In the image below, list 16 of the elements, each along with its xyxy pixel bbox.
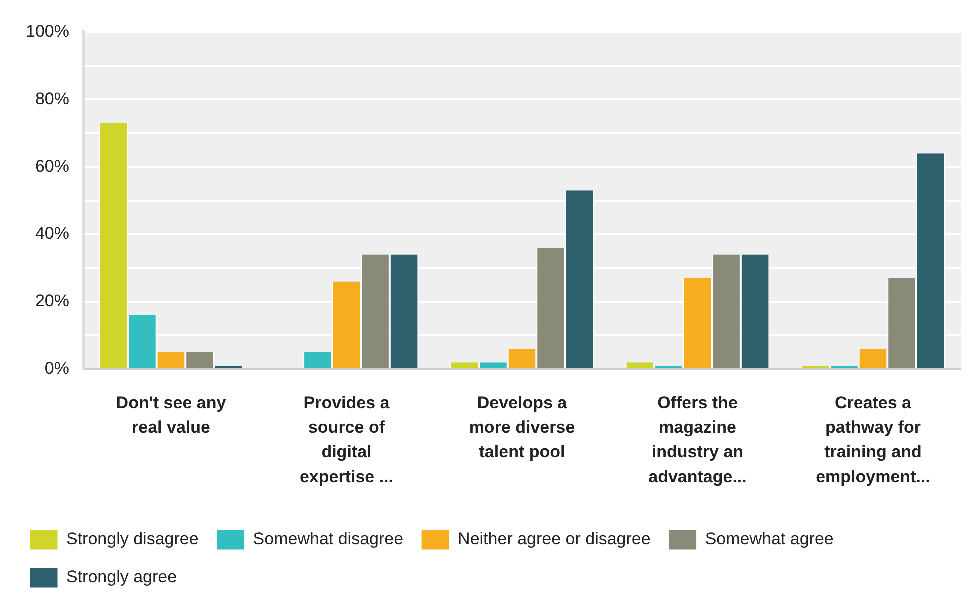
legend-label: Strongly agree [66,568,178,587]
x-tick-label: Offers the magazine industry an advantage... [648,393,747,486]
x-tick-label: Creates a pathway for training and employment... [816,393,930,486]
y-tick-label: 0% [44,359,70,378]
x-tick-label: Don't see any real value [116,393,227,438]
legend-label: Somewhat disagree [253,530,404,549]
legend-label: Neither agree or disagree [458,530,651,549]
legend-label: Somewhat agree [705,530,834,549]
y-tick-label: 40% [35,224,70,244]
y-tick-label: 80% [35,89,70,108]
y-tick-label: 100% [26,22,70,41]
y-tick-label: 60% [35,156,70,176]
legend-label: Strongly disagree [66,530,199,549]
x-tick-label: Develops a more diverse talent pool [469,393,576,462]
x-tick-label: Provides a source of digital expertise ... [300,393,394,486]
y-tick-label: 20% [35,292,70,311]
